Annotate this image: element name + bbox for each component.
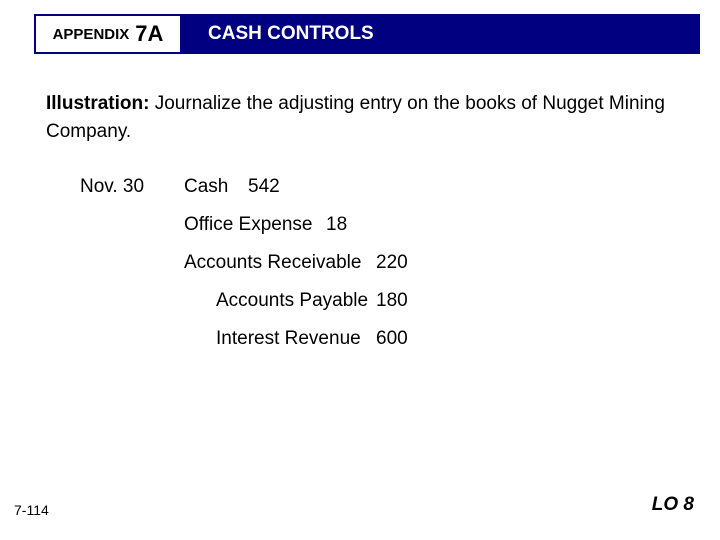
- learning-objective: LO 8: [652, 494, 694, 516]
- instruction-text: Illustration: Journalize the adjusting e…: [46, 90, 690, 145]
- journal-row: Interest Revenue 600: [112, 328, 426, 350]
- title-bar: CASH CONTROLS: [182, 14, 700, 54]
- credit-amount: 600: [376, 328, 426, 350]
- appendix-box: APPENDIX 7A: [34, 14, 182, 54]
- page-number: 7-114: [14, 502, 49, 518]
- entry-date: Nov. 30: [80, 176, 184, 198]
- debit-account: Accounts Receivable: [184, 252, 376, 274]
- credit-amount: 180: [376, 290, 426, 312]
- credit-account: Interest Revenue: [216, 328, 376, 350]
- slide-header: APPENDIX 7A CASH CONTROLS: [34, 14, 700, 54]
- journal-row: Nov. 30 Cash 542: [80, 176, 426, 198]
- debit-account: Cash: [184, 176, 248, 198]
- instruction-lead: Illustration:: [46, 93, 149, 114]
- title-text: CASH CONTROLS: [208, 23, 374, 45]
- credit-account: Accounts Payable: [216, 290, 376, 312]
- journal-row: Accounts Receivable 220: [80, 252, 426, 274]
- debit-account: Office Expense: [184, 214, 326, 236]
- debit-amount: 542: [248, 176, 298, 198]
- journal-row: Office Expense 18: [80, 214, 426, 236]
- debit-amount: 18: [326, 214, 376, 236]
- appendix-label: APPENDIX: [53, 26, 130, 43]
- journal-entry: Nov. 30 Cash 542 Office Expense 18 Accou…: [80, 176, 426, 366]
- debit-amount: 220: [376, 252, 426, 274]
- journal-row: Accounts Payable 180: [112, 290, 426, 312]
- appendix-number: 7A: [135, 21, 163, 47]
